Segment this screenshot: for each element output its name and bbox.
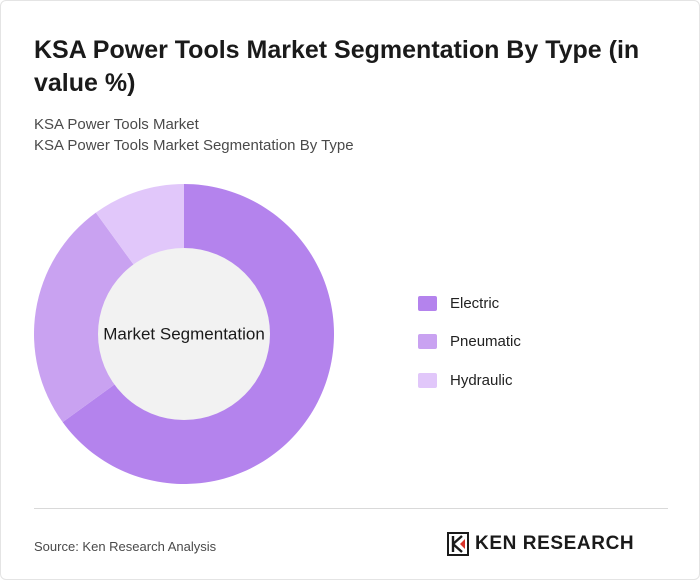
legend-item-hydraulic: Hydraulic (418, 361, 521, 400)
donut-center-label: Market Segmentation (103, 324, 265, 343)
donut-hole (98, 248, 270, 420)
legend-label: Hydraulic (450, 371, 513, 389)
legend-item-pneumatic: Pneumatic (418, 323, 521, 362)
legend-item-electric: Electric (418, 284, 521, 323)
donut-chart: Market Segmentation (34, 184, 334, 485)
chart-legend: Electric Pneumatic Hydraulic (418, 284, 521, 400)
ken-research-logo-icon (447, 532, 469, 556)
legend-label: Electric (450, 294, 500, 312)
legend-label: Pneumatic (450, 333, 521, 351)
ken-research-logo-text: KEN RESEARCH (475, 533, 635, 554)
chart-title: KSA Power Tools Market Segmentation By T… (34, 36, 640, 97)
chart-subtitle-market: KSA Power Tools Market (34, 116, 199, 133)
ken-research-logo: KEN RESEARCH (447, 532, 634, 556)
legend-swatch (418, 295, 437, 311)
legend-swatch (418, 334, 437, 350)
source-note: Source: Ken Research Analysis (34, 539, 217, 554)
footer-divider (34, 508, 668, 509)
legend-swatch (418, 372, 437, 388)
chart-subtitle-segmentation: KSA Power Tools Market Segmentation By T… (34, 137, 354, 154)
